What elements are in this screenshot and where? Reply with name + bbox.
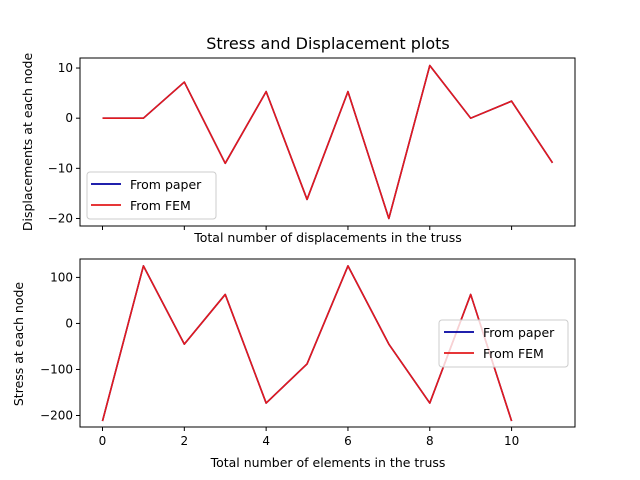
x-tick-label: 10 <box>504 434 519 448</box>
y-tick-label: 0 <box>65 111 73 125</box>
legend-label-fem: From FEM <box>130 198 191 213</box>
x-tick-label: 6 <box>344 434 352 448</box>
stress-y-axis-label: Stress at each node <box>11 282 26 407</box>
y-tick-label: 10 <box>58 61 73 75</box>
displacement-y-axis-label: Displacements at each node <box>20 53 35 232</box>
displacement-plot-area <box>102 64 554 220</box>
legend-label-paper: From paper <box>130 177 202 192</box>
stress-axis-ticks: 100 0 −100 −200 0 2 4 6 8 10 <box>40 270 519 448</box>
stress-chart: 100 0 −100 −200 0 2 4 6 8 10 Total number of elem… <box>11 258 576 470</box>
displacement-x-axis-label: Total number of displacements in the tru… <box>193 230 462 245</box>
displacement-chart: Stress and Displacement plots 100−10−20 … <box>20 34 576 245</box>
series-line-fem <box>102 64 554 220</box>
x-tick-label: 2 <box>180 434 188 448</box>
chart-title: Stress and Displacement plots <box>206 34 450 53</box>
displacement-axis-ticks: 10 0 −10 −20 <box>48 61 513 230</box>
x-tick-label: 0 <box>99 434 107 448</box>
y-tick-label: −100 <box>40 362 73 376</box>
stress-axes-frame <box>79 258 576 428</box>
x-tick-label: 8 <box>426 434 434 448</box>
stress-legend: From paper From FEM <box>438 319 569 368</box>
displacement-axes-frame <box>79 57 576 227</box>
displacement-legend: From paper From FEM <box>86 171 217 220</box>
y-tick-label: −200 <box>40 408 73 422</box>
legend-label-fem: From FEM <box>483 346 544 361</box>
x-tick-label: 4 <box>262 434 270 448</box>
legend-label-paper: From paper <box>483 325 555 340</box>
y-tick-label: −10 <box>48 161 73 175</box>
stress-x-axis-label: Total number of elements in the truss <box>210 455 446 470</box>
y-tick-label: 100 <box>50 270 73 284</box>
y-tick-label: −20 <box>48 211 73 225</box>
y-tick-label: 0 <box>65 316 73 330</box>
